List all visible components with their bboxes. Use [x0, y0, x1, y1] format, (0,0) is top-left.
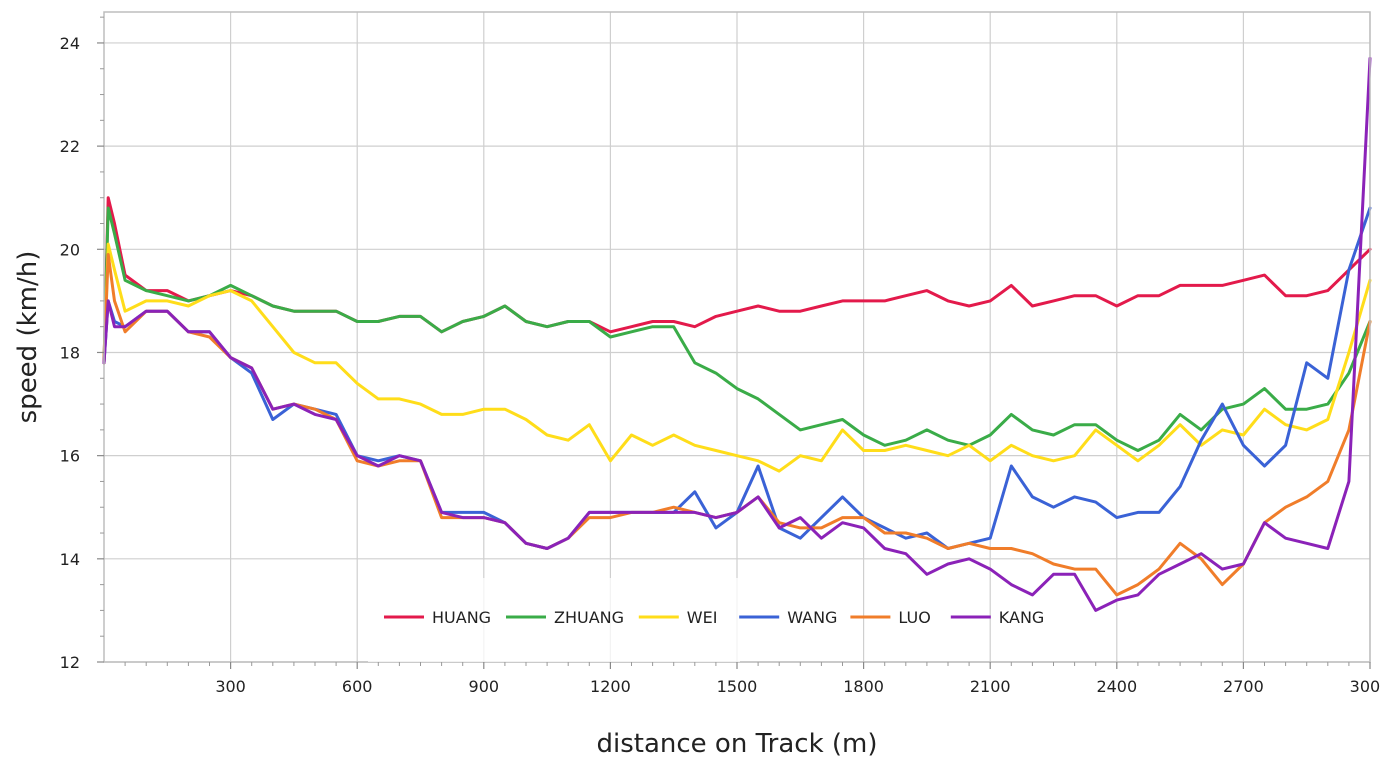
legend-label: HUANG: [432, 608, 491, 627]
y-axis-title: speed (km/h): [13, 251, 43, 424]
y-tick-label: 22: [60, 137, 80, 156]
y-tick-label: 16: [60, 447, 80, 466]
legend-item-wei: WEI: [638, 608, 718, 627]
legend-item-zhuang: ZHUANG: [506, 608, 624, 627]
legend-box: [368, 578, 740, 662]
x-tick-label: 1800: [843, 677, 884, 696]
series-lines: [102, 56, 1372, 612]
series-line-wang: [102, 206, 1372, 550]
series-line-kang: [102, 56, 1372, 612]
legend-item-kang: KANG: [950, 608, 1045, 627]
y-tick-label: 14: [60, 550, 80, 569]
legend-item-huang: HUANG: [384, 608, 491, 627]
y-tick-label: 18: [60, 343, 80, 362]
legend: HUANG ZHUANG WEI WANG LUO KANG: [368, 578, 1044, 662]
series-line-zhuang: [102, 206, 1372, 452]
y-tick-label: 20: [60, 240, 80, 259]
x-tick-label: 2700: [1223, 677, 1264, 696]
x-tick-label: 600: [342, 677, 373, 696]
series-line-wei: [102, 242, 1372, 473]
legend-label: WEI: [687, 608, 718, 627]
legend-label: ZHUANG: [554, 608, 624, 627]
legend-item-luo: LUO: [850, 608, 931, 627]
x-tick-label: 1200: [590, 677, 631, 696]
x-tick-label: 2400: [1096, 677, 1137, 696]
x-tick-label: 300: [215, 677, 246, 696]
x-axis-title: distance on Track (m): [597, 729, 878, 759]
y-tick-label: 24: [60, 34, 80, 53]
y-tick-label: 12: [60, 653, 80, 672]
x-tick-label: 3000: [1350, 677, 1380, 696]
x-tick-label: 1500: [717, 677, 758, 696]
legend-label: KANG: [999, 608, 1045, 627]
x-tick-label: 2100: [970, 677, 1011, 696]
legend-label: WANG: [787, 608, 837, 627]
legend-item-wang: WANG: [739, 608, 837, 627]
x-tick-label: 900: [469, 677, 500, 696]
legend-label: LUO: [898, 608, 930, 627]
